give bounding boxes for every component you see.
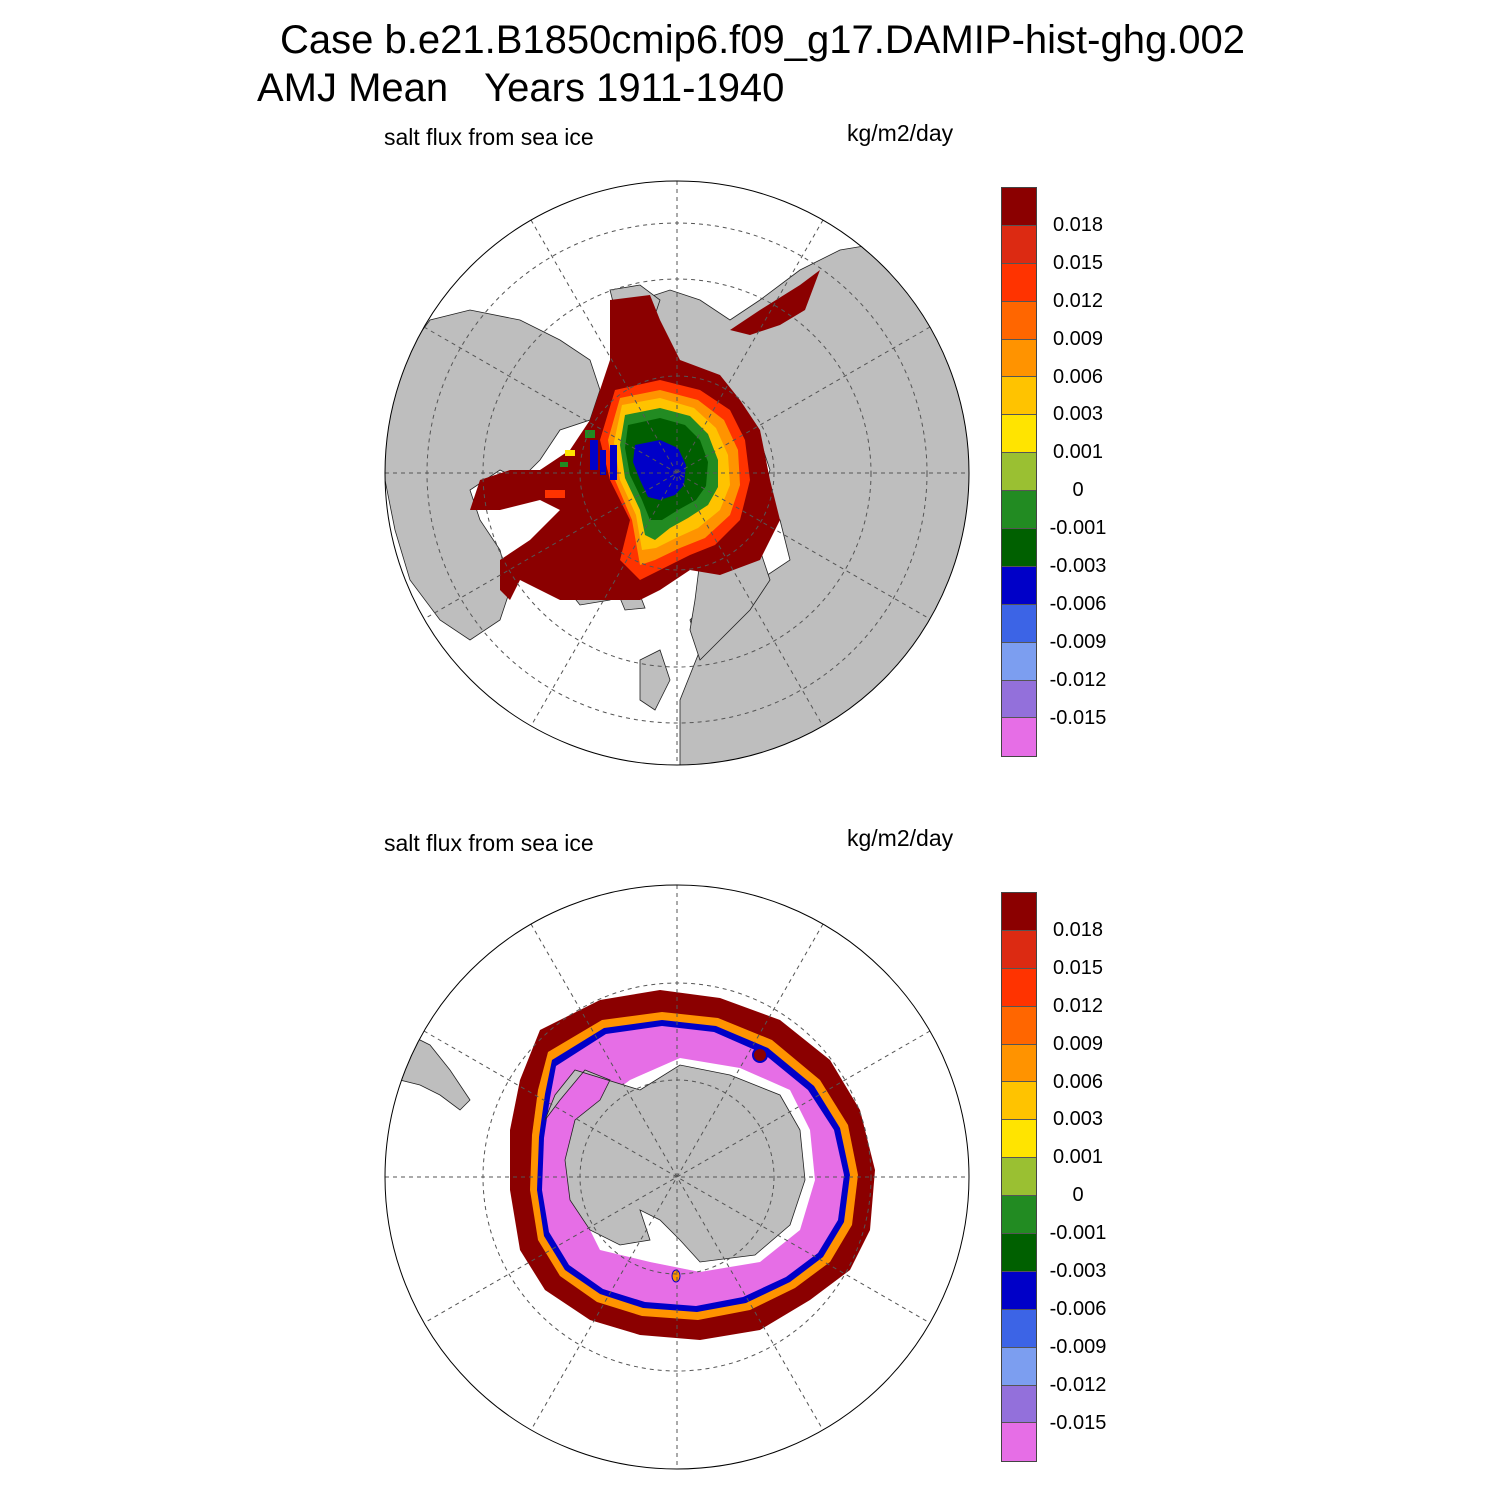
colorbar-tick-label: -0.015 [1049, 706, 1107, 729]
colorbar-swatch [1002, 1271, 1036, 1310]
colorbar-swatch [1002, 377, 1036, 416]
colorbar-tick-label: -0.006 [1049, 592, 1107, 615]
south-panel-variable-label: salt flux from sea ice [384, 830, 594, 856]
south-colorbar [1001, 892, 1037, 1463]
colorbar-tick-label: -0.003 [1049, 555, 1107, 577]
season-label: AMJ Mean [257, 66, 449, 110]
colorbar-swatch [1002, 491, 1036, 530]
colorbar-tick-label: 0.012 [1052, 289, 1104, 312]
north-colorbar [1001, 187, 1037, 758]
south-map-border [384, 884, 970, 1470]
colorbar-swatch [1002, 1044, 1036, 1083]
salt-flux-island-patch [671, 1269, 681, 1283]
colorbar-tick-label: 0.001 [1052, 1146, 1104, 1169]
colorbar-tick-label: 0.003 [1052, 1108, 1104, 1131]
colorbar-swatch [1002, 1196, 1036, 1235]
colorbar-tick-label: 0.009 [1052, 327, 1104, 350]
north-panel-units-label: kg/m2/day [847, 120, 954, 146]
colorbar-tick-label: -0.009 [1049, 630, 1107, 653]
south-panel-units-label: kg/m2/day [847, 825, 954, 851]
archipelago-flux-patches [545, 430, 617, 498]
colorbar-tick-label: -0.001 [1049, 517, 1107, 540]
north-map-border [384, 180, 970, 766]
south-polar-map [384, 884, 970, 1470]
colorbar-swatch [1002, 1158, 1036, 1197]
colorbar-tick-label: 0.018 [1052, 213, 1104, 236]
colorbar-tick-label: 0.009 [1052, 1032, 1104, 1055]
north-polar-map [384, 180, 970, 766]
colorbar-swatch [1002, 263, 1036, 302]
colorbar-swatch [1002, 604, 1036, 643]
colorbar-swatch [1002, 642, 1036, 681]
colorbar-swatch [1002, 1082, 1036, 1121]
colorbar-tick-label: 0 [1072, 479, 1084, 502]
antarctica-land [544, 1064, 806, 1263]
figure-title-case: Case b.e21.B1850cmip6.f09_g17.DAMIP-hist… [280, 18, 1246, 62]
colorbar-swatch [1002, 339, 1036, 378]
colorbar-swatch [1002, 680, 1036, 719]
colorbar-swatch [1002, 1006, 1036, 1045]
colorbar-tick-label: 0.001 [1052, 441, 1104, 464]
colorbar-tick-label: 0.015 [1052, 956, 1104, 979]
colorbar-swatch [1002, 1234, 1036, 1272]
colorbar-swatch [1002, 453, 1036, 492]
north-graticule [385, 181, 969, 765]
colorbar-tick-label: 0.018 [1052, 918, 1104, 941]
salt-flux-hudson-band [730, 270, 820, 335]
colorbar-swatch [1002, 1120, 1036, 1159]
colorbar-swatch [1002, 718, 1036, 757]
colorbar-swatch [1002, 1347, 1036, 1386]
colorbar-swatch [1002, 1385, 1036, 1424]
south-graticule [385, 885, 969, 1469]
colorbar-swatch [1002, 415, 1036, 454]
salt-flux-shelf-patch [752, 1047, 768, 1063]
colorbar-tick-label: 0.012 [1052, 994, 1104, 1017]
colorbar-tick-label: -0.003 [1049, 1260, 1107, 1282]
colorbar-swatch [1002, 566, 1036, 605]
colorbar-tick-label: -0.015 [1049, 1411, 1107, 1434]
north-panel-variable-label: salt flux from sea ice [384, 124, 594, 150]
colorbar-tick-label: 0.003 [1052, 403, 1104, 426]
colorbar-tick-label: -0.006 [1049, 1297, 1107, 1320]
colorbar-tick-label: 0.006 [1052, 1070, 1104, 1093]
colorbar-tick-label: 0.006 [1052, 365, 1104, 388]
colorbar-swatch [1002, 188, 1036, 226]
colorbar-swatch [1002, 968, 1036, 1007]
colorbar-tick-label: -0.009 [1049, 1335, 1107, 1358]
colorbar-swatch [1002, 930, 1036, 969]
colorbar-swatch [1002, 893, 1036, 931]
colorbar-tick-label: -0.012 [1049, 668, 1107, 691]
colorbar-tick-label: 0 [1072, 1184, 1084, 1207]
colorbar-swatch [1002, 1309, 1036, 1348]
figure-title-period: AMJ Mean Years 1911-1940 [257, 66, 784, 111]
years-label: Years 1911-1940 [484, 66, 785, 110]
uk-land [639, 649, 671, 711]
colorbar-swatch [1002, 1423, 1036, 1462]
colorbar-tick-label: -0.001 [1049, 1222, 1107, 1245]
colorbar-swatch [1002, 301, 1036, 340]
colorbar-swatch [1002, 529, 1036, 567]
colorbar-tick-label: -0.012 [1049, 1373, 1107, 1396]
colorbar-swatch [1002, 225, 1036, 264]
colorbar-tick-label: 0.015 [1052, 251, 1104, 274]
